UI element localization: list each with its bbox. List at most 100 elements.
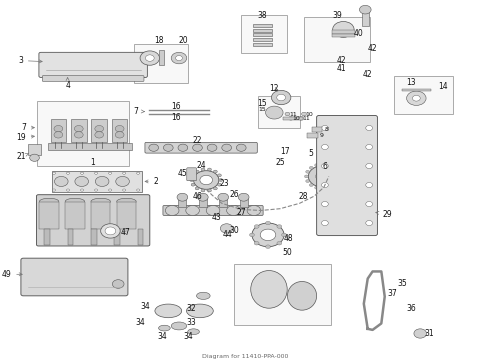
Bar	[332, 34, 355, 37]
Bar	[112, 119, 127, 142]
Text: 7: 7	[22, 123, 34, 132]
Bar	[44, 229, 50, 244]
Ellipse shape	[137, 189, 140, 191]
Ellipse shape	[190, 179, 194, 181]
Ellipse shape	[191, 183, 195, 186]
Bar	[37, 101, 129, 166]
Ellipse shape	[187, 304, 213, 318]
Ellipse shape	[333, 22, 354, 37]
Bar	[134, 44, 188, 83]
Ellipse shape	[260, 229, 276, 240]
Ellipse shape	[321, 126, 328, 131]
Text: 23: 23	[220, 179, 229, 188]
Ellipse shape	[140, 51, 160, 65]
Bar	[39, 202, 59, 229]
Ellipse shape	[316, 171, 330, 182]
Ellipse shape	[109, 189, 112, 191]
Text: 35: 35	[398, 279, 408, 288]
Ellipse shape	[201, 189, 205, 192]
Ellipse shape	[195, 187, 199, 190]
Ellipse shape	[95, 189, 98, 191]
Text: 34: 34	[158, 332, 167, 341]
Text: 18: 18	[154, 36, 163, 45]
Ellipse shape	[301, 112, 306, 116]
Ellipse shape	[321, 144, 328, 149]
Ellipse shape	[155, 304, 182, 318]
Ellipse shape	[165, 206, 179, 216]
Ellipse shape	[366, 221, 372, 226]
Ellipse shape	[159, 325, 170, 331]
Ellipse shape	[54, 176, 68, 186]
Ellipse shape	[122, 172, 125, 174]
Text: 17: 17	[280, 147, 290, 156]
Bar	[91, 229, 97, 244]
Text: 41: 41	[336, 64, 346, 73]
Ellipse shape	[30, 154, 39, 161]
Ellipse shape	[175, 55, 182, 60]
Text: 8: 8	[324, 127, 328, 131]
Ellipse shape	[321, 187, 325, 190]
Bar	[258, 96, 299, 128]
Bar	[71, 119, 87, 142]
Bar	[50, 119, 66, 142]
Text: 28: 28	[298, 192, 308, 201]
Text: 42: 42	[336, 57, 346, 66]
Text: 11: 11	[289, 112, 296, 117]
Ellipse shape	[146, 55, 154, 61]
Bar	[253, 29, 272, 32]
Ellipse shape	[95, 172, 98, 174]
Ellipse shape	[254, 225, 259, 228]
Text: 16: 16	[171, 102, 180, 111]
Text: 9: 9	[319, 133, 323, 138]
Bar	[253, 38, 272, 41]
Ellipse shape	[304, 175, 308, 178]
Ellipse shape	[277, 242, 282, 245]
Ellipse shape	[238, 193, 249, 201]
Ellipse shape	[91, 198, 110, 205]
Ellipse shape	[218, 183, 221, 186]
Text: 44: 44	[223, 230, 232, 239]
Bar	[117, 202, 136, 229]
Ellipse shape	[213, 187, 217, 190]
Ellipse shape	[321, 183, 328, 188]
Text: 15: 15	[258, 107, 266, 112]
Text: 34: 34	[135, 318, 145, 327]
Ellipse shape	[96, 176, 109, 186]
Ellipse shape	[306, 180, 310, 183]
Ellipse shape	[193, 144, 202, 151]
Ellipse shape	[67, 172, 70, 174]
Bar	[253, 42, 272, 45]
Text: 50: 50	[283, 248, 293, 257]
Bar	[240, 198, 247, 207]
Ellipse shape	[251, 271, 287, 308]
Ellipse shape	[74, 132, 83, 138]
Ellipse shape	[254, 242, 259, 245]
Ellipse shape	[321, 221, 328, 226]
Text: 26: 26	[229, 190, 239, 199]
Ellipse shape	[366, 163, 372, 168]
Ellipse shape	[407, 91, 426, 105]
Ellipse shape	[333, 166, 337, 169]
Bar	[220, 198, 227, 207]
Ellipse shape	[201, 168, 205, 171]
Ellipse shape	[289, 117, 294, 120]
Text: 10: 10	[293, 116, 300, 121]
Ellipse shape	[67, 189, 70, 191]
Ellipse shape	[115, 126, 124, 132]
Ellipse shape	[54, 132, 63, 138]
Bar	[178, 198, 186, 207]
Ellipse shape	[366, 202, 372, 207]
Ellipse shape	[277, 225, 282, 228]
Ellipse shape	[247, 206, 261, 216]
Text: 32: 32	[187, 303, 196, 312]
FancyBboxPatch shape	[42, 76, 144, 81]
Ellipse shape	[266, 221, 270, 225]
Ellipse shape	[282, 233, 287, 237]
Text: 34: 34	[184, 332, 194, 341]
Ellipse shape	[321, 163, 325, 166]
Ellipse shape	[95, 126, 103, 132]
Ellipse shape	[236, 144, 246, 151]
Text: 4: 4	[65, 77, 70, 90]
Text: 15: 15	[257, 99, 267, 108]
Text: 36: 36	[407, 304, 416, 313]
